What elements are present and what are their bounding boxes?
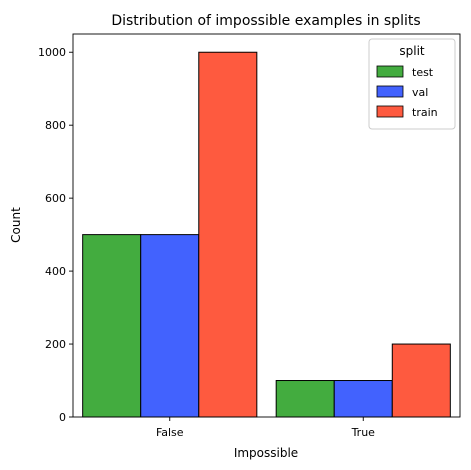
y-tick-label: 200 bbox=[45, 338, 66, 351]
legend-items: test val train bbox=[376, 65, 438, 119]
bar-test-true bbox=[275, 380, 335, 418]
bar-train-false bbox=[198, 51, 258, 418]
legend-title: split bbox=[399, 44, 425, 58]
x-axis: False True bbox=[156, 417, 375, 439]
y-tick-label: 800 bbox=[45, 119, 66, 132]
x-tick-label: True bbox=[351, 426, 376, 439]
y-axis: 0 200 400 600 800 1000 bbox=[38, 46, 73, 424]
bar-val-false bbox=[140, 234, 200, 418]
legend-label-train: train bbox=[412, 106, 438, 119]
bars-layer bbox=[82, 51, 451, 418]
legend-label-test: test bbox=[412, 66, 434, 79]
legend: split test val train bbox=[368, 38, 456, 130]
bar-train-true bbox=[391, 343, 451, 418]
y-tick-label: 400 bbox=[45, 265, 66, 278]
legend-swatch-train bbox=[376, 105, 404, 118]
chart-title: Distribution of impossible examples in s… bbox=[111, 13, 420, 29]
bar-val-true bbox=[333, 380, 393, 418]
legend-swatch-val bbox=[376, 85, 404, 98]
y-tick-label: 600 bbox=[45, 192, 66, 205]
bar-test-false bbox=[82, 234, 142, 418]
x-tick-label: False bbox=[156, 426, 184, 439]
plot-frame bbox=[72, 33, 461, 418]
y-tick-label: 1000 bbox=[38, 46, 66, 59]
legend-swatch-test bbox=[376, 65, 404, 78]
legend-label-val: val bbox=[412, 86, 428, 99]
x-axis-label: Impossible bbox=[234, 446, 298, 460]
y-axis-label: Count bbox=[9, 207, 23, 243]
y-tick-label: 0 bbox=[59, 411, 66, 424]
